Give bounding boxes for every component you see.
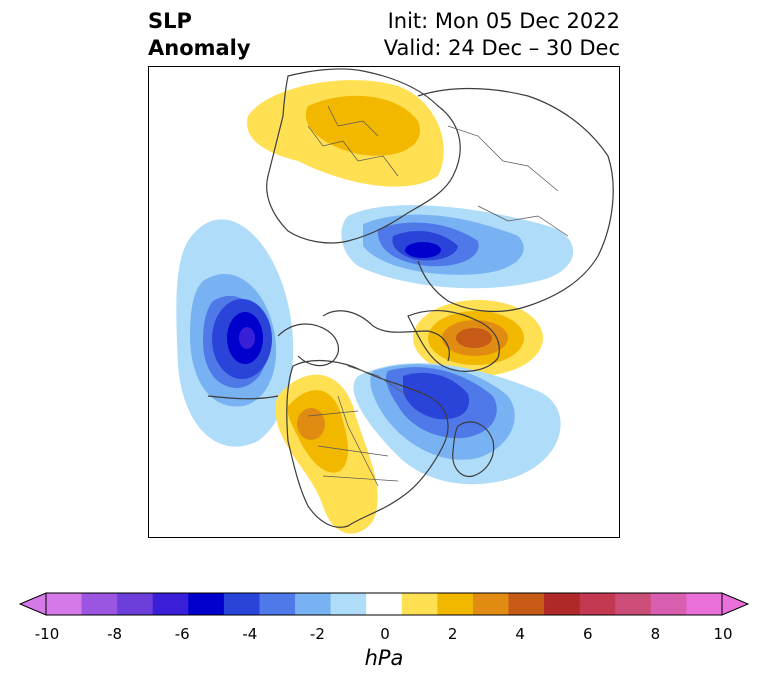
colorbar-segment <box>366 593 403 615</box>
colorbar-tick-label: 8 <box>650 625 661 643</box>
map-border <box>148 66 620 538</box>
siberia-low-anomaly <box>341 205 574 289</box>
coastlines <box>266 68 614 528</box>
init-date: Init: Mon 05 Dec 2022 <box>387 9 620 33</box>
colorbar-tick-label: -4 <box>242 625 258 643</box>
colorbar-segment <box>579 593 616 615</box>
map-title: SLP Anomaly <box>148 8 251 62</box>
colorbar-outline <box>45 592 723 616</box>
title-line-1: SLP <box>148 9 192 33</box>
colorbar-tick-label: 4 <box>515 625 525 643</box>
colorbar-segment <box>401 593 438 615</box>
title-line-2: Anomaly <box>148 36 251 60</box>
alaska-coast <box>207 323 340 400</box>
aleutian-low-anomaly <box>176 219 294 447</box>
colorbar-segment <box>81 593 118 615</box>
colorbar-tick-label: 6 <box>583 625 593 643</box>
colorbar-segment <box>330 593 367 615</box>
colorbar-tick-label: 2 <box>447 625 458 643</box>
colorbar-segment <box>152 593 189 615</box>
colorbar-tick-label: -10 <box>34 625 60 643</box>
colorbar-tick-label: -8 <box>107 625 123 643</box>
colorbar-extend-low <box>18 592 47 616</box>
colorbar-segment <box>615 593 652 615</box>
colorbar-tick-label: -2 <box>309 625 325 643</box>
colorbar-segment <box>686 593 723 615</box>
colorbar-segment <box>46 593 83 615</box>
colorbar-tick-label: -6 <box>174 625 190 643</box>
colorbar-segment <box>544 593 581 615</box>
forecast-dates: Init: Mon 05 Dec 2022 Valid: 24 Dec – 30… <box>384 8 620 62</box>
colorbar-unit: hPa <box>364 646 404 670</box>
country-borders <box>307 105 569 487</box>
colorbar-segment <box>259 593 296 615</box>
colorbar-extend-high <box>721 592 750 616</box>
colorbar-segment <box>437 593 474 615</box>
western-us-high-anomaly <box>275 374 378 534</box>
colorbar <box>10 589 758 619</box>
colorbar-tick-label: 0 <box>380 625 390 643</box>
colorbar-segment <box>508 593 545 615</box>
colorbar-segment <box>223 593 260 615</box>
colorbar-segment <box>650 593 687 615</box>
valid-range: Valid: 24 Dec – 30 Dec <box>383 36 620 60</box>
colorbar-tick-label: 10 <box>713 625 733 643</box>
slp-anomaly-map <box>148 66 620 538</box>
colorbar-segment <box>117 593 154 615</box>
europe-high-anomaly <box>247 80 444 187</box>
colorbar-segment <box>472 593 510 615</box>
colorbar-segment <box>295 593 332 615</box>
canada-low-anomaly <box>353 363 561 485</box>
greenland-high-anomaly <box>413 300 543 376</box>
colorbar-segment <box>188 593 225 615</box>
